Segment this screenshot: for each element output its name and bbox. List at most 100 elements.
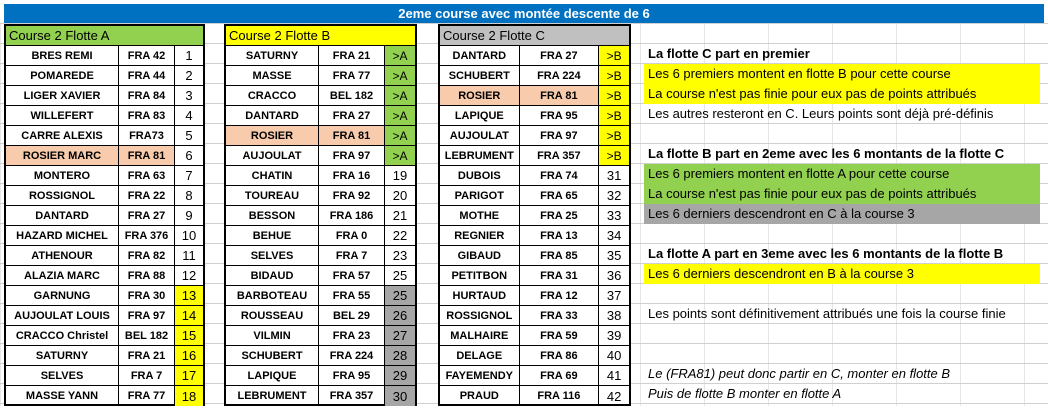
sail-number: FRA 63 [119, 166, 175, 185]
table-row: CHATIN FRA 16 19 [226, 166, 415, 186]
sailor-name: VILMIN [226, 326, 319, 345]
sail-number: FRA 116 [520, 386, 600, 406]
note-spacer [644, 124, 1040, 144]
table-row: GIBAUD FRA 85 35 [440, 246, 629, 266]
fleet-a-table: Course 2 Flotte A BRES REMI FRA 42 1 POMARED… [4, 24, 205, 406]
sail-number: FRA 27 [520, 46, 600, 65]
table-row: MASSE FRA 77 >A [226, 66, 415, 86]
sail-number: FRA 357 [520, 146, 600, 165]
sail-number: FRA 7 [319, 246, 385, 265]
table-row: DANTARD FRA 27 >B [440, 46, 629, 66]
table-row: AUJOULAT FRA 97 >A [226, 146, 415, 166]
sailor-name: LIGER XAVIER [6, 86, 119, 105]
table-row: ATHENOUR FRA 82 11 [6, 246, 203, 266]
note-line: Les 6 premiers montent en flotte B pour … [644, 64, 1040, 84]
note-spacer [644, 284, 1040, 304]
sailor-name: GIBAUD [440, 246, 520, 265]
sail-number: FRA 376 [119, 226, 175, 245]
sail-number: FRA 13 [520, 226, 600, 245]
sailor-name: REGNIER [440, 226, 520, 245]
note-line: La flotte A part en 3eme avec les 6 mont… [648, 246, 1004, 261]
rank-cell: 20 [392, 188, 408, 203]
sailor-name: TOUREAU [226, 186, 319, 205]
sail-number: FRA 83 [119, 106, 175, 125]
table-row: SELVES FRA 7 23 [226, 246, 415, 266]
rank-cell: 6 [185, 148, 193, 163]
table-row: LEBRUMENT FRA 357 30 [226, 386, 415, 406]
sail-number: BEL 29 [319, 306, 385, 325]
sailor-name: SATURNY [226, 46, 319, 65]
rank-cell: 3 [185, 88, 193, 103]
sailor-name: AUJOULAT [440, 126, 520, 145]
table-row: ROSIER FRA 81 >A [226, 126, 415, 146]
sailor-name: ROUSSEAU [226, 306, 319, 325]
table-row: ROSIER FRA 81 >B [440, 86, 629, 106]
sailor-name: SELVES [226, 246, 319, 265]
table-row: SCHUBERT FRA 224 28 [226, 346, 415, 366]
sailor-name: BIDAUD [226, 266, 319, 285]
rank-cell: 32 [606, 188, 622, 203]
table-row: AUJOULAT FRA 97 >B [440, 126, 629, 146]
sail-number: BEL 182 [119, 326, 175, 345]
sailor-name: DUBOIS [440, 166, 520, 185]
rank-cell: 21 [392, 208, 408, 223]
sailor-name: AUJOULAT LOUIS [6, 306, 119, 325]
rank-cell: 31 [606, 168, 622, 183]
table-row: MASSE YANN FRA 77 18 [6, 386, 203, 406]
rank-cell: 2 [185, 68, 193, 83]
rank-cell: 14 [175, 306, 203, 325]
rank-cell: >B [599, 126, 629, 145]
note-spacer [644, 224, 1040, 244]
sail-number: FRA 95 [319, 366, 385, 385]
table-row: MOTHE FRA 25 33 [440, 206, 629, 226]
sail-number: BEL 182 [319, 86, 385, 105]
sail-number: FRA 86 [520, 346, 600, 365]
table-row: DUBOIS FRA 74 31 [440, 166, 629, 186]
sailor-name: BESSON [226, 206, 319, 225]
sailor-name: ROSSIGNOL [440, 306, 520, 325]
table-row: SCHUBERT FRA 224 >B [440, 66, 629, 86]
sailor-name: CRACCO Christel [6, 326, 119, 345]
sailor-name: LEBRUMENT [440, 146, 520, 165]
sail-number: FRA73 [119, 126, 175, 145]
sail-number: FRA 88 [119, 266, 175, 285]
rank-cell: 10 [181, 228, 197, 243]
table-row: ROSIER MARC FRA 81 6 [6, 146, 203, 166]
table-row: SELVES FRA 7 17 [6, 366, 203, 386]
note-line: Les 6 derniers descendront en C à la cou… [644, 204, 1040, 224]
rank-cell: 38 [606, 308, 622, 323]
table-row: FAYEMENDY FRA 69 41 [440, 366, 629, 386]
sail-number: FRA 224 [520, 66, 600, 85]
sailor-name: ALAZIA MARC [6, 266, 119, 285]
table-row: ROUSSEAU BEL 29 26 [226, 306, 415, 326]
note-line: Le (FRA81) peut donc partir en C, monter… [648, 366, 951, 381]
sail-number: FRA 30 [119, 286, 175, 305]
rank-cell: 16 [175, 346, 203, 365]
sailor-name: ROSSIGNOL [6, 186, 119, 205]
rank-cell: 30 [385, 386, 415, 406]
sailor-name: PETITBON [440, 266, 520, 285]
table-row: BARBOTEAU FRA 55 25 [226, 286, 415, 306]
note-line: La flotte C part en premier [648, 46, 810, 61]
sail-number: FRA 69 [520, 366, 600, 385]
table-row: VILMIN FRA 23 27 [226, 326, 415, 346]
rank-cell: 36 [606, 268, 622, 283]
note-line: Puis de flotte B monter en flotte A [648, 386, 842, 401]
table-row: CRACCO BEL 182 >A [226, 86, 415, 106]
sailor-name: SATURNY [6, 346, 119, 365]
note-spacer [644, 344, 1040, 364]
sail-number: FRA 85 [520, 246, 600, 265]
rank-cell: 1 [185, 48, 193, 63]
page-title: 2eme course avec montée descente de 6 [4, 4, 1044, 23]
sail-number: FRA 224 [319, 346, 385, 365]
rank-cell: 23 [392, 248, 408, 263]
sailor-name: ATHENOUR [6, 246, 119, 265]
sailor-name: CRACCO [226, 86, 319, 105]
table-row: SATURNY FRA 21 16 [6, 346, 203, 366]
sail-number: FRA 55 [319, 286, 385, 305]
table-row: PETITBON FRA 31 36 [440, 266, 629, 286]
table-row: TOUREAU FRA 92 20 [226, 186, 415, 206]
sail-number: FRA 33 [520, 306, 600, 325]
table-row: HAZARD MICHEL FRA 376 10 [6, 226, 203, 246]
rank-cell: >A [385, 126, 415, 145]
